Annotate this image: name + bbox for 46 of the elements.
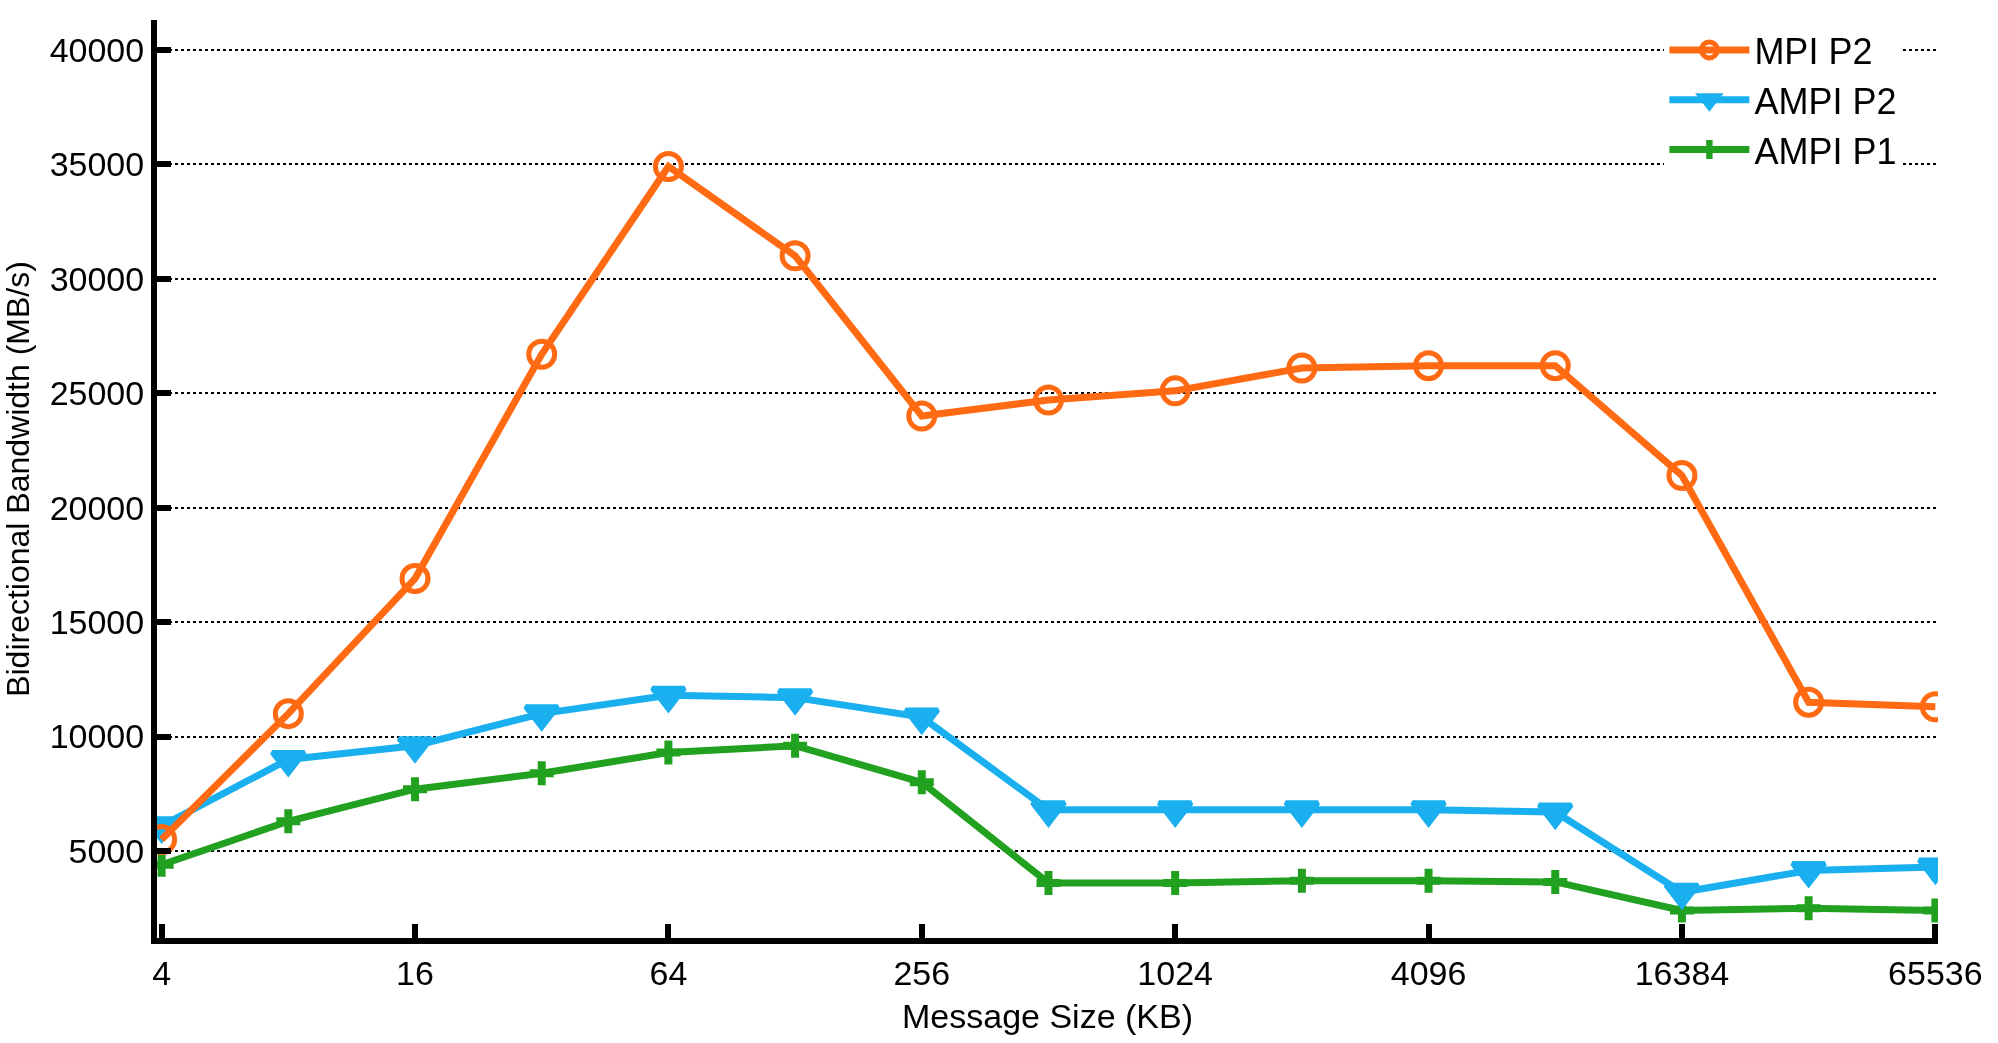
y-tick-label: 40000 — [49, 30, 145, 69]
legend-label: AMPI P1 — [1754, 130, 1897, 172]
point — [399, 563, 431, 595]
point — [652, 151, 684, 182]
point — [1666, 460, 1698, 492]
point — [779, 240, 811, 272]
y-axis-title: Bidirectional Bandwidth (MB/s) — [0, 261, 36, 697]
x-tick-label: 65536 — [1888, 953, 1983, 992]
y-tick-label: 10000 — [49, 717, 145, 756]
x-tick-label: 1024 — [1137, 953, 1213, 992]
point — [909, 770, 934, 795]
x-tick-label: 16384 — [1634, 953, 1730, 992]
point — [403, 777, 428, 802]
x-tick-label: 4096 — [1390, 953, 1467, 992]
point — [272, 698, 304, 730]
legend-label: AMPI P2 — [1754, 80, 1897, 122]
point — [906, 400, 938, 432]
point — [526, 338, 558, 370]
x-tick-label: 256 — [893, 953, 951, 992]
y-tick-label: 5000 — [68, 831, 145, 870]
y-tick-label: 30000 — [49, 259, 145, 298]
point — [1416, 868, 1441, 893]
point — [1289, 868, 1314, 893]
point — [1796, 896, 1821, 921]
point — [1163, 871, 1188, 896]
x-tick-label: 4 — [152, 953, 172, 992]
point — [1286, 352, 1318, 384]
y-tick-label: 20000 — [49, 488, 145, 527]
x-tick-label: 64 — [649, 953, 688, 992]
point — [276, 809, 301, 834]
y-tick-label: 15000 — [49, 602, 145, 641]
point — [656, 740, 681, 765]
point — [1032, 384, 1064, 416]
point — [1793, 686, 1825, 718]
point — [1036, 871, 1061, 896]
x-axis-title: Message Size (KB) — [902, 996, 1193, 1035]
y-tick-label: 25000 — [49, 374, 145, 413]
point — [1543, 869, 1568, 894]
point — [529, 761, 554, 786]
point — [783, 733, 808, 758]
point — [1539, 350, 1571, 382]
point — [1413, 350, 1445, 382]
x-tick-label: 16 — [396, 953, 434, 992]
legend-label: MPI P2 — [1754, 30, 1873, 72]
point — [1159, 375, 1191, 407]
y-tick-label: 35000 — [49, 145, 145, 184]
